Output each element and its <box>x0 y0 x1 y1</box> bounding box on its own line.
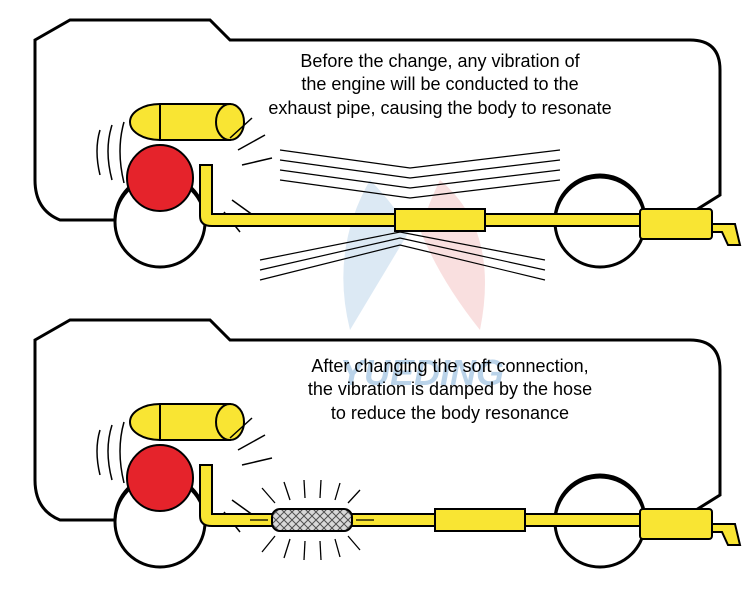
engine-cylinder-bottom <box>130 404 244 440</box>
caption-before: Before the change, any vibration ofthe e… <box>225 50 655 120</box>
muffler-mid-bottom <box>435 509 525 531</box>
muffler-rear-bottom <box>640 509 712 539</box>
diagram-before <box>0 0 750 290</box>
exhaust-pipe-bottom <box>200 465 740 545</box>
flex-hose <box>272 509 352 531</box>
diagram-after <box>0 300 750 590</box>
muffler-mid-top <box>395 209 485 231</box>
muffler-rear-top <box>640 209 712 239</box>
caption-after: After changing the soft connection,the v… <box>250 355 650 425</box>
body-resonance-upper-top <box>280 150 560 198</box>
engine-ball-top <box>127 145 193 211</box>
body-resonance-lower-top <box>260 232 545 280</box>
engine-ball-bottom <box>127 445 193 511</box>
engine-vibration-lines-top <box>97 122 124 183</box>
exhaust-pipe-top <box>200 165 740 245</box>
engine-vibration-lines-bottom <box>97 422 124 483</box>
